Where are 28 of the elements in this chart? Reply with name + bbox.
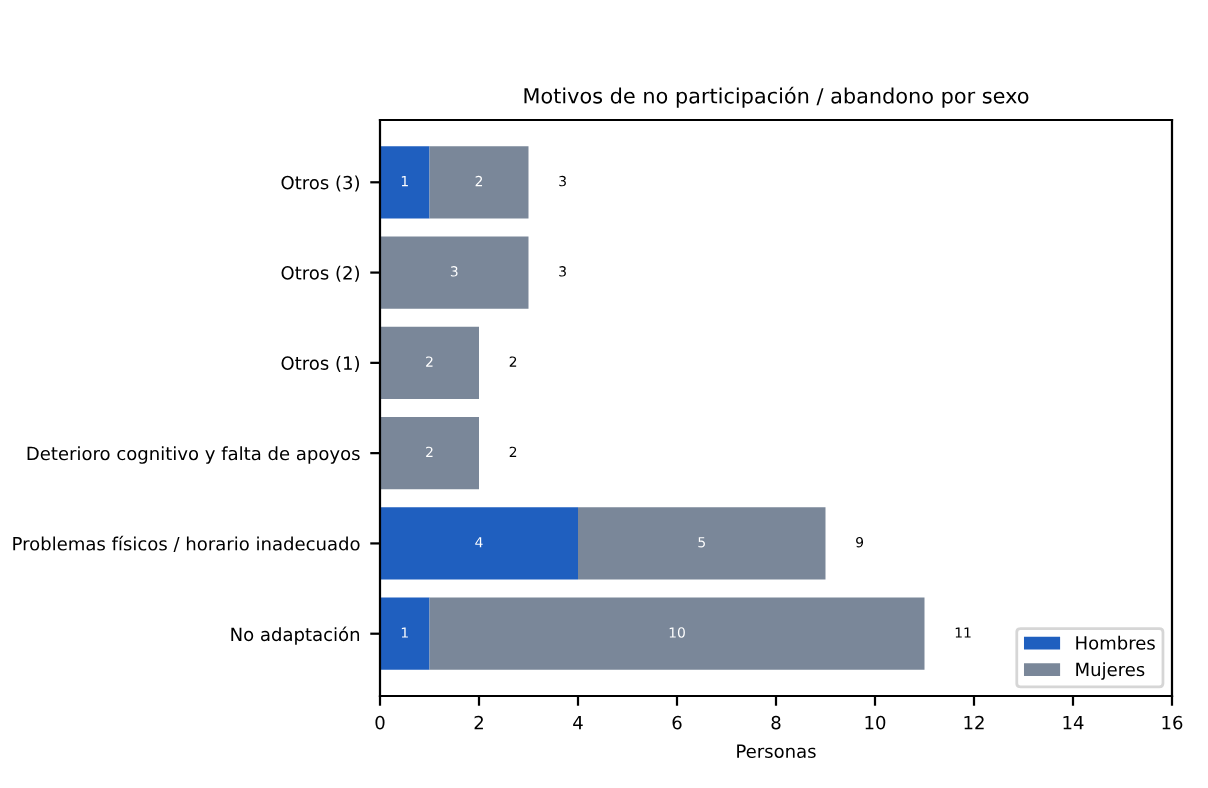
bar xyxy=(380,417,479,490)
x-tick-label: 14 xyxy=(1063,716,1084,730)
y-tick-label: Otros (3) xyxy=(281,175,359,192)
bar xyxy=(380,236,529,309)
y-tick-label: Deterioro cognitivo y falta de apoyos xyxy=(27,446,360,464)
x-tick-label: 10 xyxy=(865,715,886,730)
x-tick-label: 0 xyxy=(375,715,385,730)
x-tick-label: 2 xyxy=(474,715,483,730)
x-tick-label: 16 xyxy=(1162,715,1183,730)
bar xyxy=(429,146,529,219)
bar xyxy=(578,507,826,580)
y-tick-label: Problemas físicos / horario inadecuado xyxy=(13,535,360,552)
chart-title: Motivos de no participación / abandono por sexo xyxy=(524,86,1029,108)
legend-label: Hombres xyxy=(1076,635,1155,650)
x-tick-label: 6 xyxy=(672,715,682,730)
x-tick-label: 12 xyxy=(964,715,984,730)
x-tick-label: 8 xyxy=(771,715,781,730)
x-axis-title: Personas xyxy=(737,744,816,759)
bar xyxy=(380,146,430,219)
bar xyxy=(380,507,578,580)
bar xyxy=(380,597,430,670)
y-tick-label: Otros (2) xyxy=(281,265,359,282)
y-tick-label: Otros (1) xyxy=(281,356,359,373)
bar xyxy=(380,326,479,399)
x-tick-label: 4 xyxy=(573,716,583,730)
legend-label: Mujeres xyxy=(1076,662,1145,680)
y-tick-label: No adaptación xyxy=(231,626,360,645)
bar xyxy=(429,597,925,670)
